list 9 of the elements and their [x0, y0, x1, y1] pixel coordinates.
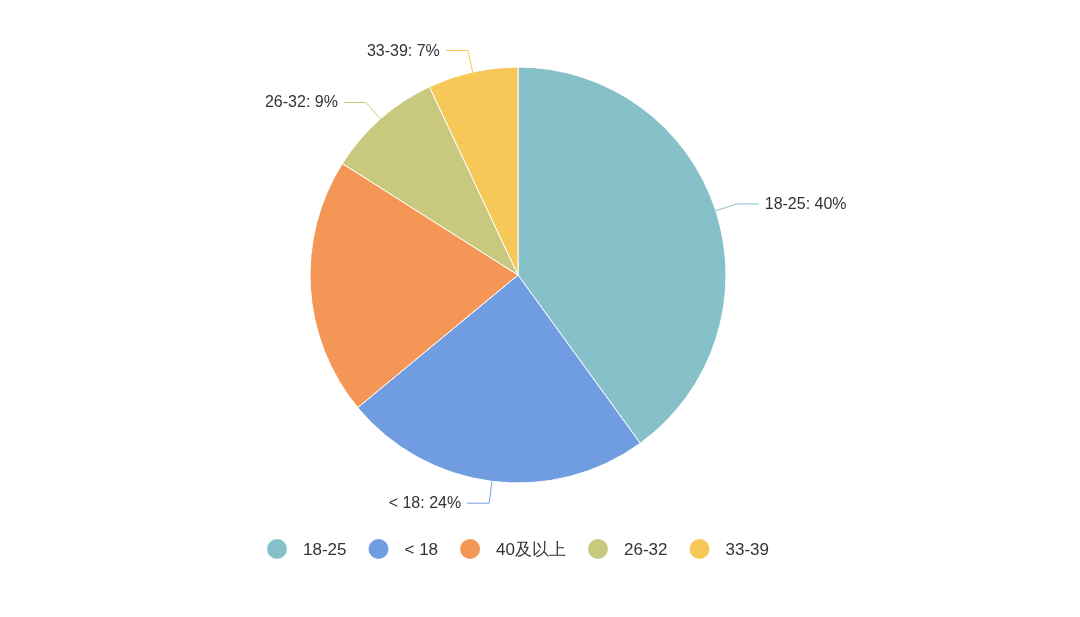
legend-label: 26-32 [624, 540, 668, 559]
data-label: < 18: 24% [388, 494, 462, 512]
data-label: 18-25: 40% [764, 194, 847, 212]
legend-label: 18-25 [303, 540, 347, 559]
data-label: 26-32: 9% [264, 93, 338, 111]
data-label: 33-39: 7% [366, 41, 440, 59]
legend-label: 33-39 [725, 540, 769, 559]
legend-label: < 18 [404, 540, 439, 559]
legend-label: 40及以上 [496, 540, 566, 559]
